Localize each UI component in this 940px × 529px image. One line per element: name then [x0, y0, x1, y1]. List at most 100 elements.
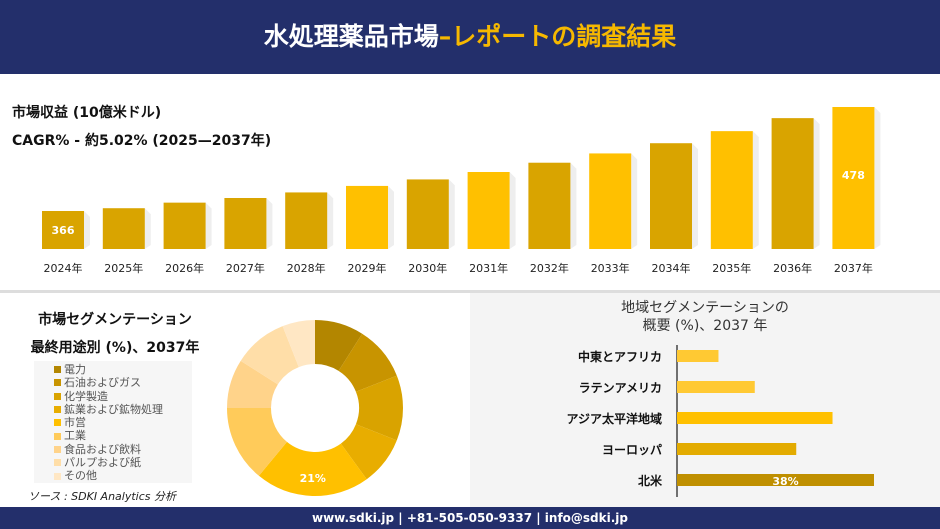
legend-label: 工業 [64, 429, 86, 443]
pie-title: 市場セグメンテーション [38, 312, 192, 328]
bar-中東とアフリカ [677, 350, 719, 362]
bar-2033年 [589, 153, 632, 249]
bar-shadow [448, 179, 455, 249]
donut-slice-6 [227, 360, 278, 408]
y-tick-label: 中東とアフリカ [578, 349, 662, 364]
donut-slice-8 [282, 320, 315, 368]
legend-swatch [54, 432, 61, 440]
region-segment-panel: 地域セグメンテーションの 概要 (%)、2037 年 中東とアフリカ ラテンアメリ… [470, 293, 940, 507]
legend-label: 化学製造 [64, 389, 108, 403]
legend-label: パルプおよび紙 [64, 456, 141, 470]
bar-shadow [205, 202, 212, 249]
bar-ヨーロッパ [677, 443, 797, 455]
x-tick-label: 2031年 [469, 261, 508, 275]
source-note: ソース : SDKI Analytics 分析 [28, 490, 177, 503]
bar-shadow [327, 192, 334, 249]
pie-legend: 電力 石油およびガス 化学製造 鉱業および鉱物処理 市営 工業 食品および飲料 パルプおよび紙… [34, 361, 192, 483]
legend-item: 電力 [54, 363, 192, 376]
data-label: 21% [300, 472, 326, 485]
donut-slice-2 [355, 375, 403, 441]
x-tick-label: 2037年 [834, 261, 873, 275]
x-tick-label: 2028年 [287, 261, 326, 275]
legend-item: 化学製造 [54, 390, 192, 403]
bar-shadow [84, 211, 90, 249]
title-accent: –レポートの調査結果 [438, 22, 677, 51]
bar-shadow [813, 118, 820, 249]
bar-shadow [874, 107, 881, 249]
y-tick-label: ヨーロッパ [602, 443, 662, 457]
legend-swatch [54, 379, 61, 387]
legend-label: その他 [64, 469, 97, 483]
bar-2031年 [467, 172, 510, 249]
legend-swatch [54, 459, 61, 467]
bar-shadow [388, 185, 394, 249]
legend-label: 電力 [64, 363, 86, 376]
bar-shadow [692, 143, 698, 249]
bar-shadow [509, 172, 516, 249]
divider [0, 290, 940, 293]
legend-label: 鉱業および鉱物処理 [64, 402, 163, 416]
bar-2035年 [710, 131, 753, 249]
legend-label: 食品および飲料 [64, 442, 141, 456]
footer-contact: www.sdki.jp | +81-505-050-9337 | info@sd… [0, 507, 940, 529]
region-title: 地域セグメンテーションの 概要 (%)、2037 年 [621, 300, 789, 334]
bar-2024年 [42, 211, 84, 249]
y-tick-label: アジア太平洋地域 [566, 411, 662, 426]
x-tick-label: 2029年 [348, 261, 387, 275]
revenue-section: 市場収益 (10億米ドル) CAGR% - 約5.02% (2025—2037年… [0, 74, 940, 290]
legend-item: パルプおよび紙 [54, 456, 192, 469]
donut-slice-4 [258, 441, 367, 496]
legend-item: 市営 [54, 416, 192, 429]
x-tick-label: 2036年 [773, 261, 812, 275]
bar-2025年 [102, 208, 145, 249]
bar-2026年 [163, 202, 206, 249]
bar-2028年 [285, 192, 328, 249]
legend-item: 工業 [54, 429, 192, 442]
bar-2030年 [406, 179, 449, 249]
x-tick-label: 2035年 [712, 261, 751, 275]
revenue-label: 市場収益 (10億米ドル) [12, 105, 162, 121]
pie-subtitle: 最終用途別 (%)、2037年 [30, 340, 200, 356]
bar-shadow [752, 131, 759, 249]
bar-shadow [266, 198, 273, 249]
legend-label: 石油およびガス [64, 376, 141, 390]
y-tick-label: ラテンアメリカ [579, 381, 662, 395]
legend-item: 石油およびガス [54, 376, 192, 389]
bar-2037年 [832, 107, 875, 249]
bar-shadow [570, 162, 577, 249]
data-label: 478 [842, 169, 865, 182]
legend-swatch [54, 366, 61, 374]
x-tick-label: 2026年 [165, 261, 204, 275]
bar-2034年 [650, 143, 692, 249]
legend-swatch [54, 406, 61, 414]
donut-slice-1 [338, 333, 397, 392]
donut-slice-0 [315, 320, 363, 371]
title-main: 水処理薬品市場 [263, 22, 439, 51]
bar-北米 [677, 474, 874, 486]
legend-item: その他 [54, 469, 192, 482]
bar-アジア太平洋地域 [677, 412, 833, 424]
data-label: 38% [772, 475, 798, 488]
bar-shadow [631, 153, 638, 249]
donut-slice-7 [240, 326, 299, 385]
legend-swatch [54, 445, 61, 453]
bar-ラテンアメリカ [677, 381, 755, 393]
cagr-label: CAGR% - 約5.02% (2025—2037年) [12, 133, 272, 149]
x-tick-label: 2025年 [104, 261, 143, 275]
end-use-donut-chart: 21% [227, 320, 403, 496]
legend-label: 市営 [64, 416, 86, 430]
x-tick-label: 2034年 [652, 261, 691, 275]
bar-2027年 [224, 198, 267, 249]
legend-item: 鉱業および鉱物処理 [54, 403, 192, 416]
bar-shadow [144, 208, 151, 249]
end-use-segment-panel: 市場セグメンテーション 最終用途別 (%)、2037年 電力 石油およびガス 化学製… [0, 293, 470, 507]
legend-swatch [54, 392, 61, 400]
legend-swatch [54, 419, 61, 427]
x-tick-label: 2027年 [226, 261, 265, 275]
revenue-bar-chart: 2024年 366 2025年 2026年 2027年 2028年 2029年 2030年 20… [42, 107, 881, 275]
x-tick-label: 2032年 [530, 261, 569, 275]
header-banner: 水処理薬品市場–レポートの調査結果 [0, 0, 940, 74]
legend-swatch [54, 472, 61, 480]
x-tick-label: 2024年 [44, 261, 83, 275]
